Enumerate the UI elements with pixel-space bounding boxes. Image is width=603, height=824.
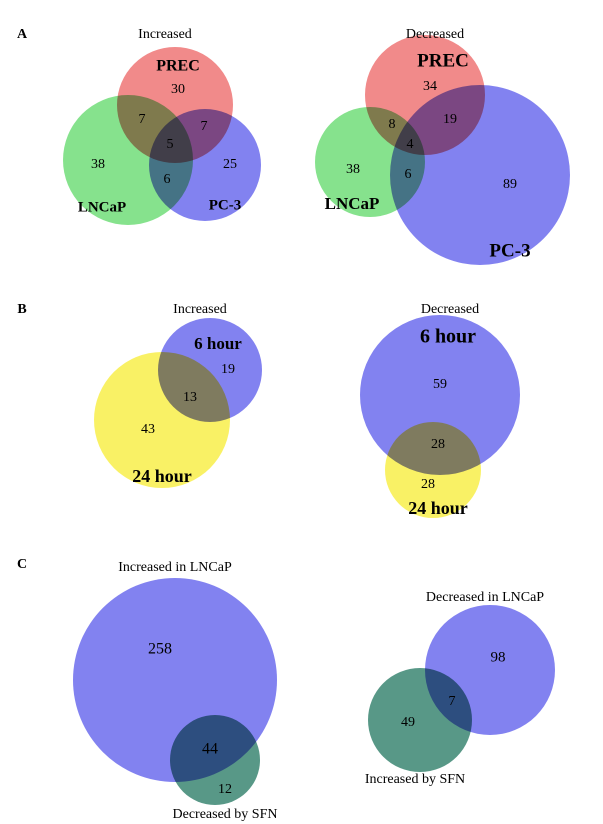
overlap-value: 28 [431, 437, 445, 452]
circle-value: 59 [433, 377, 447, 392]
overlap-value: 6 [405, 167, 412, 182]
overlap-value: 44 [202, 741, 218, 758]
circle-label: PREC [417, 50, 469, 71]
overlap-value: 7 [201, 119, 208, 134]
circle-value: 25 [223, 157, 237, 172]
circle-label: 24 hour [408, 498, 468, 518]
circle-label: LNCaP [78, 199, 126, 215]
overlap-value: 4 [407, 137, 414, 152]
circle-label: PREC [156, 58, 200, 75]
circle-value: 49 [401, 715, 415, 730]
subplot-title: Decreased in LNCaP [426, 590, 544, 605]
circle-value: 43 [141, 422, 155, 437]
circle-label: LNCaP [325, 194, 380, 213]
venn-figure: A PREC 30 LNCaP 38 PC-3 25 7 7 5 6 Increased PREC 34 L… [0, 0, 603, 824]
circle-value: 34 [423, 79, 437, 94]
circle-value: 258 [148, 641, 172, 658]
circle-value: 12 [218, 782, 232, 797]
venn-circle-SFN [170, 715, 260, 805]
circle-value: 38 [346, 162, 360, 177]
venn-circle-PC-3 [390, 85, 570, 265]
overlap-value: 13 [183, 390, 197, 405]
circle-label: PC-3 [209, 197, 242, 213]
overlap-value: 6 [164, 172, 171, 187]
overlap-value: 8 [389, 117, 396, 132]
overlap-value: 7 [449, 694, 456, 709]
subplot-title: Increased [173, 302, 227, 317]
circle-value: 38 [91, 157, 105, 172]
overlap-value: 5 [167, 137, 174, 152]
subplot-title: Increased [138, 27, 192, 42]
venn-circle-SFN [368, 668, 472, 772]
subplot-title: Decreased [406, 27, 464, 42]
circle-label: 6 hour [194, 334, 242, 353]
subplot-bottom-label: Decreased by SFN [173, 807, 278, 822]
circle-label: 24 hour [132, 466, 192, 486]
circle-value: 28 [421, 477, 435, 492]
subplot-bottom-label: Increased by SFN [365, 772, 465, 787]
circle-value: 30 [171, 82, 185, 97]
circle-value: 19 [221, 362, 235, 377]
circle-label: PC-3 [489, 240, 530, 261]
circle-value: 89 [503, 177, 517, 192]
subplot-title: Increased in LNCaP [118, 560, 232, 575]
overlap-value: 7 [139, 112, 146, 127]
overlap-value: 19 [443, 112, 457, 127]
panel-letter-B: B [17, 302, 26, 317]
panel-letter-C: C [17, 557, 27, 572]
circle-value: 98 [491, 649, 506, 665]
panel-letter-A: A [17, 27, 28, 42]
subplot-title: Decreased [421, 302, 479, 317]
circle-label: 6 hour [420, 326, 476, 348]
